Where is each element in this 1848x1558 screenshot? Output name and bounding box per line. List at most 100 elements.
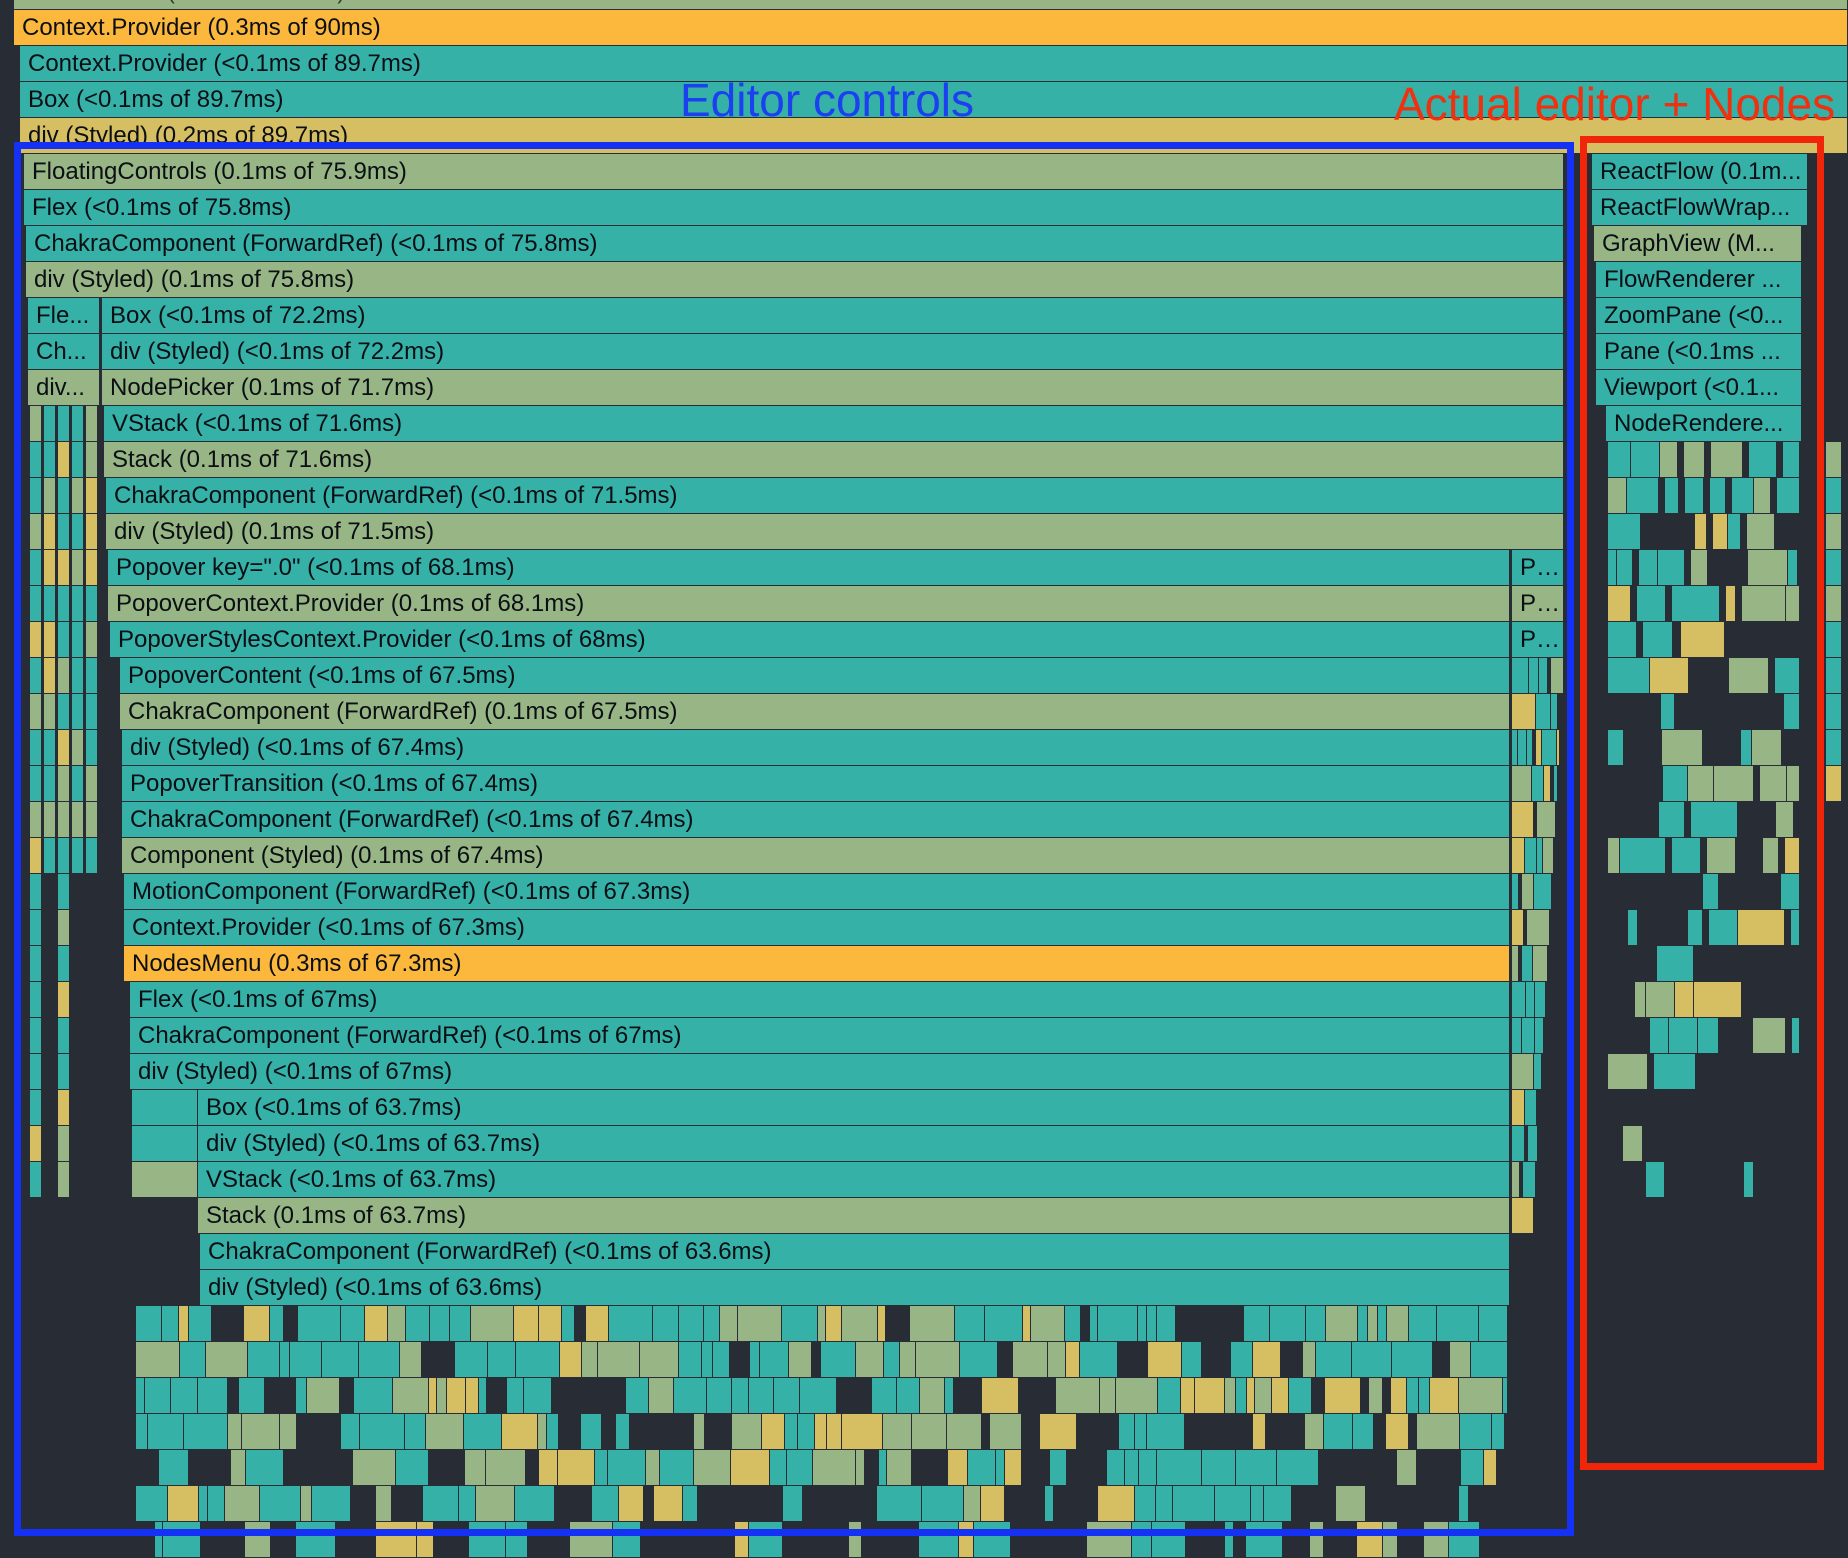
- flame-fragment[interactable]: [813, 1450, 856, 1486]
- flame-fragment[interactable]: [1437, 1306, 1479, 1342]
- flame-fragment[interactable]: [354, 1378, 393, 1414]
- flame-fragment[interactable]: [1369, 1378, 1383, 1414]
- flame-fragment[interactable]: [86, 514, 98, 550]
- flame-fragment[interactable]: [1512, 1018, 1522, 1054]
- flame-fragment[interactable]: [30, 622, 42, 658]
- flame-fragment[interactable]: [58, 550, 70, 586]
- flame-fragment[interactable]: [30, 1054, 42, 1090]
- flame-fragment[interactable]: [1665, 478, 1679, 514]
- flame-fragment[interactable]: [72, 622, 84, 658]
- flame-fragment[interactable]: [842, 1306, 878, 1342]
- flame-fragment[interactable]: [649, 1378, 674, 1414]
- flame-fragment[interactable]: [1537, 838, 1543, 874]
- flame-fragment[interactable]: [30, 1162, 42, 1198]
- flame-fragment[interactable]: [1417, 1414, 1460, 1450]
- flame-fragment[interactable]: [58, 694, 70, 730]
- flame-fragment[interactable]: [1492, 1414, 1505, 1450]
- flame-fragment[interactable]: [640, 1342, 679, 1378]
- flame-fragment[interactable]: [1503, 1378, 1508, 1414]
- flame-bar-chakra-component[interactable]: ChakraComponent (ForwardRef) (<0.1ms of …: [122, 802, 1510, 838]
- flame-fragment[interactable]: [608, 1450, 646, 1486]
- flame-fragment[interactable]: [44, 658, 56, 694]
- flame-fragment[interactable]: [423, 1486, 459, 1522]
- flame-fragment[interactable]: [179, 1306, 189, 1342]
- flame-fragment[interactable]: [1358, 1306, 1368, 1342]
- flame-fragment[interactable]: [1512, 1054, 1534, 1090]
- flame-fragment[interactable]: [486, 1450, 526, 1486]
- flame-fragment[interactable]: [359, 1342, 400, 1378]
- flame-fragment[interactable]: [44, 802, 56, 838]
- flame-fragment[interactable]: [1272, 1378, 1289, 1414]
- flame-fragment[interactable]: [1512, 874, 1519, 910]
- flame-fragment[interactable]: [1713, 514, 1728, 550]
- flame-fragment[interactable]: [595, 1450, 608, 1486]
- flame-fragment[interactable]: [770, 1450, 787, 1486]
- flame-fragment[interactable]: [245, 1522, 271, 1558]
- flame-fragment[interactable]: [72, 406, 84, 442]
- flame-fragment[interactable]: [393, 1378, 429, 1414]
- flame-fragment[interactable]: [856, 1342, 884, 1378]
- flame-fragment[interactable]: [1512, 802, 1534, 838]
- flame-fragment[interactable]: [365, 1306, 388, 1342]
- flame-fragment[interactable]: [1691, 802, 1738, 838]
- flame-fragment[interactable]: [132, 1090, 198, 1126]
- flame-fragment[interactable]: [136, 1342, 180, 1378]
- flame-fragment[interactable]: [1635, 982, 1646, 1018]
- flame-fragment[interactable]: [1471, 1342, 1508, 1378]
- flame-fragment[interactable]: [646, 1450, 660, 1486]
- flame-fragment[interactable]: [787, 1450, 813, 1486]
- flame-fragment[interactable]: [887, 1450, 912, 1486]
- flame-fragment[interactable]: [1522, 1018, 1535, 1054]
- flame-fragment[interactable]: [1608, 478, 1627, 514]
- flame-fragment[interactable]: [1512, 1198, 1534, 1234]
- flame-fragment[interactable]: [1826, 514, 1842, 550]
- flame-fragment[interactable]: [683, 1486, 698, 1522]
- flame-fragment[interactable]: [872, 1378, 897, 1414]
- flame-bar-form-provider[interactable]: Form.Provider (0.1ms of 90.1ms): [14, 0, 1848, 10]
- flame-fragment[interactable]: [1826, 442, 1842, 478]
- flame-fragment[interactable]: [1643, 622, 1673, 658]
- flame-bar-box[interactable]: Box (<0.1ms of 89.7ms): [20, 82, 1848, 118]
- flame-fragment[interactable]: [1608, 838, 1620, 874]
- flame-bar-flow-renderer[interactable]: FlowRenderer ...: [1596, 262, 1802, 298]
- flame-fragment[interactable]: [72, 550, 84, 586]
- flame-fragment[interactable]: [1748, 550, 1788, 586]
- flame-bar-pane[interactable]: Pane (<0.1ms ...: [1596, 334, 1802, 370]
- flame-fragment[interactable]: [1826, 478, 1842, 514]
- flame-fragment[interactable]: [58, 442, 70, 478]
- flame-fragment[interactable]: [1173, 1486, 1215, 1522]
- flame-fragment[interactable]: [1386, 1414, 1409, 1450]
- flame-fragment[interactable]: [660, 1450, 694, 1486]
- flame-fragment[interactable]: [44, 514, 56, 550]
- flame-fragment[interactable]: [1672, 586, 1720, 622]
- flame-fragment[interactable]: [1005, 1450, 1022, 1486]
- flame-fragment[interactable]: [396, 1450, 429, 1486]
- flame-fragment[interactable]: [1251, 1486, 1264, 1522]
- flame-fragment[interactable]: [1098, 1486, 1135, 1522]
- flame-fragment[interactable]: [827, 1414, 842, 1450]
- flame-fragment[interactable]: [1090, 1306, 1098, 1342]
- flame-fragment[interactable]: [312, 1486, 351, 1522]
- flame-bar-div-styled[interactable]: div (Styled) (<0.1ms of 72.2ms): [102, 334, 1564, 370]
- flame-fragment[interactable]: [502, 1414, 538, 1450]
- flame-fragment[interactable]: [86, 442, 98, 478]
- flame-fragment[interactable]: [1512, 730, 1518, 766]
- flame-fragment[interactable]: [159, 1450, 189, 1486]
- flame-fragment[interactable]: [280, 1342, 290, 1378]
- flame-fragment[interactable]: [783, 1486, 803, 1522]
- flame-fragment[interactable]: [1525, 838, 1537, 874]
- flame-fragment[interactable]: [1551, 694, 1558, 730]
- flame-fragment[interactable]: [1326, 1306, 1358, 1342]
- flame-fragment[interactable]: [1728, 514, 1741, 550]
- flame-fragment[interactable]: [1631, 442, 1660, 478]
- flame-fragment[interactable]: [1741, 730, 1752, 766]
- flame-fragment[interactable]: [132, 1126, 198, 1162]
- flame-fragment[interactable]: [1195, 1378, 1225, 1414]
- flame-fragment[interactable]: [1711, 442, 1743, 478]
- flame-fragment[interactable]: [1637, 586, 1666, 622]
- flame-fragment[interactable]: [58, 1162, 70, 1198]
- flame-fragment[interactable]: [44, 406, 56, 442]
- flame-fragment[interactable]: [1710, 478, 1726, 514]
- flame-fragment[interactable]: [1247, 1378, 1255, 1414]
- flame-fragment[interactable]: [72, 730, 84, 766]
